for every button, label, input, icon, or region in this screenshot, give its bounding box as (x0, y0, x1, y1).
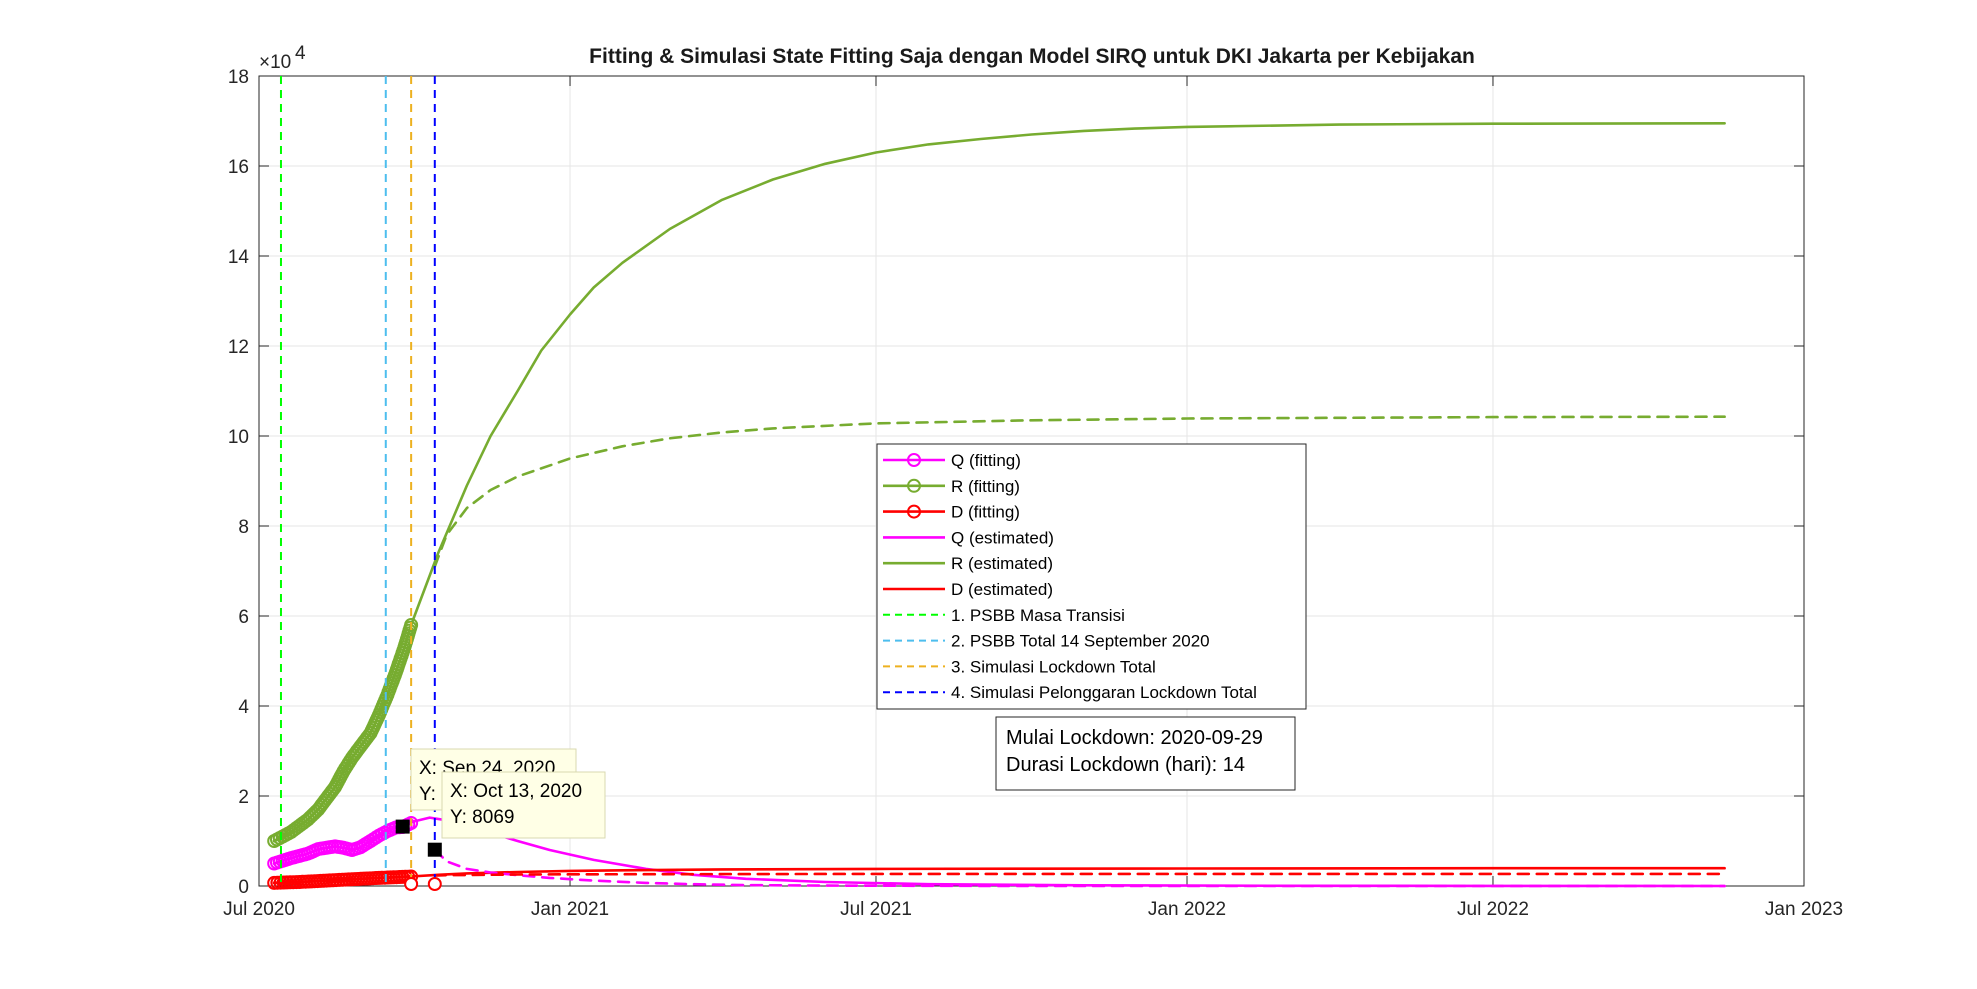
datatip-anchor-point (427, 842, 442, 857)
series-line-simulation-dashed (433, 848, 1726, 888)
y-tick-label: 6 (238, 607, 249, 628)
y-tick-label: 12 (228, 337, 249, 358)
y-tick-label: 14 (228, 247, 250, 268)
y-tick-label: 10 (228, 427, 249, 448)
legend-label: Q (estimated) (951, 528, 1054, 547)
info-box-line: Durasi Lockdown (hari): 14 (1006, 754, 1245, 776)
x-tick-label: Jul 2020 (223, 899, 295, 920)
legend-label: R (estimated) (951, 554, 1053, 573)
y-multiplier-label: ×10 (259, 52, 291, 73)
legend-label: 3. Simulasi Lockdown Total (951, 657, 1156, 676)
x-tick-label: Jan 2022 (1148, 899, 1226, 920)
info-box-frame (995, 716, 1296, 791)
y-tick-label: 8 (238, 517, 249, 538)
legend-label: Q (fitting) (951, 451, 1021, 470)
chart-legend: Q (fitting) R (fitting) D (fitting) Q (esti… (876, 443, 1307, 710)
y-tick-label: 0 (238, 877, 249, 898)
x-tick-label: Jan 2021 (531, 899, 609, 920)
data-point-r-fitting (404, 618, 419, 632)
legend-label: D (estimated) (951, 580, 1053, 599)
lockdown-marker-point (427, 877, 442, 891)
y-multiplier-exponent: 4 (295, 43, 306, 64)
legend-marker (907, 453, 921, 467)
legend-label: 4. Simulasi Pelonggaran Lockdown Total (951, 683, 1257, 702)
legend-label: R (fitting) (951, 477, 1020, 496)
chart-title: Fitting & Simulasi State Fitting Saja de… (589, 45, 1475, 68)
series-line-simulation-dashed (433, 415, 1726, 568)
series-line-simulation-dashed (433, 872, 1726, 877)
lockdown-marker-point (404, 877, 419, 891)
info-box-line: Mulai Lockdown: 2020-09-29 (1006, 727, 1263, 749)
x-tick-label: Jul 2021 (840, 899, 912, 920)
datatip-anchor-point (395, 819, 410, 834)
series-line-d-estimated (409, 866, 1726, 878)
datatip-box (441, 771, 606, 839)
datatip-y: Y: 8069 (450, 807, 514, 828)
legend-label: 2. PSBB Total 14 September 2020 (951, 632, 1210, 651)
legend-label: 1. PSBB Masa Transisi (951, 606, 1125, 625)
legend-marker (907, 478, 921, 493)
y-tick-label: 16 (228, 157, 249, 178)
y-tick-label: 2 (238, 787, 249, 808)
legend-label: D (fitting) (951, 503, 1020, 522)
legend-box (876, 443, 1307, 710)
datatip-x: X: Oct 13, 2020 (450, 781, 582, 802)
lockdown-info-box: Mulai Lockdown: 2020-09-29 Durasi Lockdow… (995, 716, 1296, 791)
x-tick-label: Jul 2022 (1457, 899, 1529, 920)
x-tick-label: Jan 2023 (1765, 899, 1843, 920)
y-tick-label: 18 (228, 67, 249, 88)
y-tick-label: 4 (238, 697, 249, 718)
series-line-r-estimated (409, 122, 1726, 627)
legend-marker (907, 504, 921, 519)
